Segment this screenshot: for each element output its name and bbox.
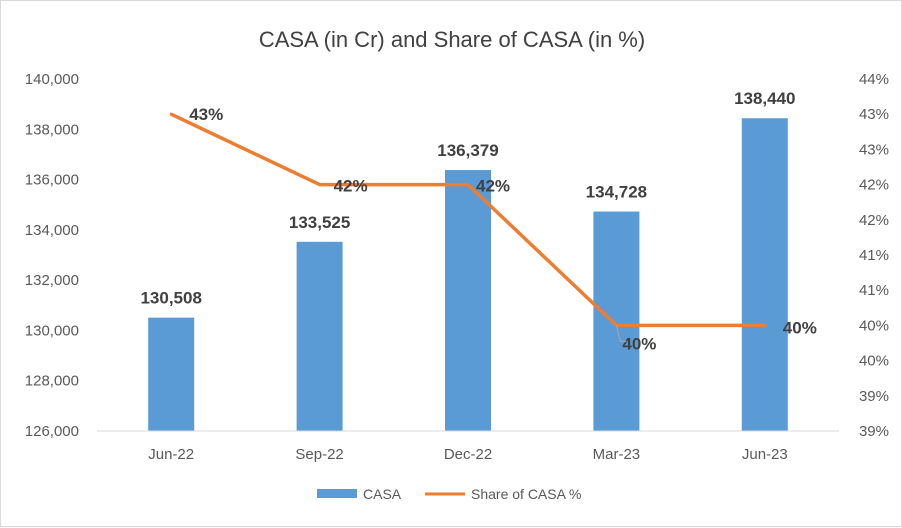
left-axis-tick-label: 128,000 (25, 373, 79, 390)
line-data-label: 42% (334, 177, 368, 196)
right-axis-tick-label: 41% (859, 282, 889, 299)
x-axis-tick-label: Mar-23 (593, 446, 641, 463)
line-point (169, 112, 173, 116)
line-data-label: 40% (783, 318, 817, 337)
line-point (763, 323, 767, 327)
leader-line (615, 325, 627, 342)
line-series (169, 112, 767, 328)
right-axis-tick-label: 39% (859, 423, 889, 440)
left-axis-tick-label: 134,000 (25, 222, 79, 239)
chart-title: CASA (in Cr) and Share of CASA (in %) (259, 27, 645, 52)
left-axis-tick-label: 132,000 (25, 272, 79, 289)
legend-label-share: Share of CASA % (471, 486, 582, 502)
right-axis-tick-label: 39% (859, 388, 889, 405)
x-axis-tick-label: Jun-23 (742, 446, 788, 463)
right-axis-tick-label: 42% (859, 177, 889, 194)
legend-swatch-casa (317, 489, 357, 498)
bar-data-label: 136,379 (437, 141, 498, 160)
bar-casa (296, 241, 343, 431)
bar-series (148, 118, 788, 432)
x-axis: Jun-22 Sep-22 Dec-22 Mar-23 Jun-23 (148, 446, 787, 463)
bar-data-label: 134,728 (586, 183, 647, 202)
bar-casa (445, 170, 491, 431)
legend-label-casa: CASA (363, 486, 402, 502)
bar-casa (148, 317, 195, 431)
line-data-label: 43% (189, 105, 223, 124)
bar-data-labels: 130,508 133,525 136,379 134,728 138,440 (140, 89, 795, 307)
right-axis: 39% 39% 40% 40% 41% 41% 42% 42% 43% 43% 44% (859, 71, 889, 440)
left-axis-tick-label: 136,000 (25, 172, 79, 189)
right-axis-tick-label: 40% (859, 317, 889, 334)
bar-data-label: 130,508 (140, 289, 201, 308)
bar-casa (593, 211, 640, 431)
right-axis-tick-label: 42% (859, 212, 889, 229)
right-axis-tick-label: 41% (859, 247, 889, 264)
right-axis-tick-label: 40% (859, 353, 889, 370)
bar-casa (741, 118, 788, 432)
bar-data-label: 133,525 (289, 213, 350, 232)
line-point (318, 183, 322, 187)
right-axis-tick-label: 44% (859, 71, 889, 88)
line-data-label: 42% (476, 177, 510, 196)
left-axis-tick-label: 138,000 (25, 121, 79, 138)
line-data-labels: 43% 42% 42% 40% 40% (189, 105, 817, 353)
x-axis-tick-label: Sep-22 (295, 446, 343, 463)
x-axis-tick-label: Dec-22 (444, 446, 492, 463)
x-axis-tick-label: Jun-22 (148, 446, 194, 463)
left-axis-tick-label: 140,000 (25, 71, 79, 88)
line-point (466, 183, 470, 187)
right-axis-tick-label: 43% (859, 106, 889, 123)
line-data-label: 40% (622, 334, 656, 353)
left-axis-tick-label: 130,000 (25, 322, 79, 339)
left-axis: 126,000 128,000 130,000 132,000 134,000 136,0… (25, 71, 79, 440)
right-axis-tick-label: 43% (859, 141, 889, 158)
left-axis-tick-label: 126,000 (25, 423, 79, 440)
bar-data-label: 138,440 (734, 89, 795, 108)
legend: CASA Share of CASA % (317, 486, 582, 502)
